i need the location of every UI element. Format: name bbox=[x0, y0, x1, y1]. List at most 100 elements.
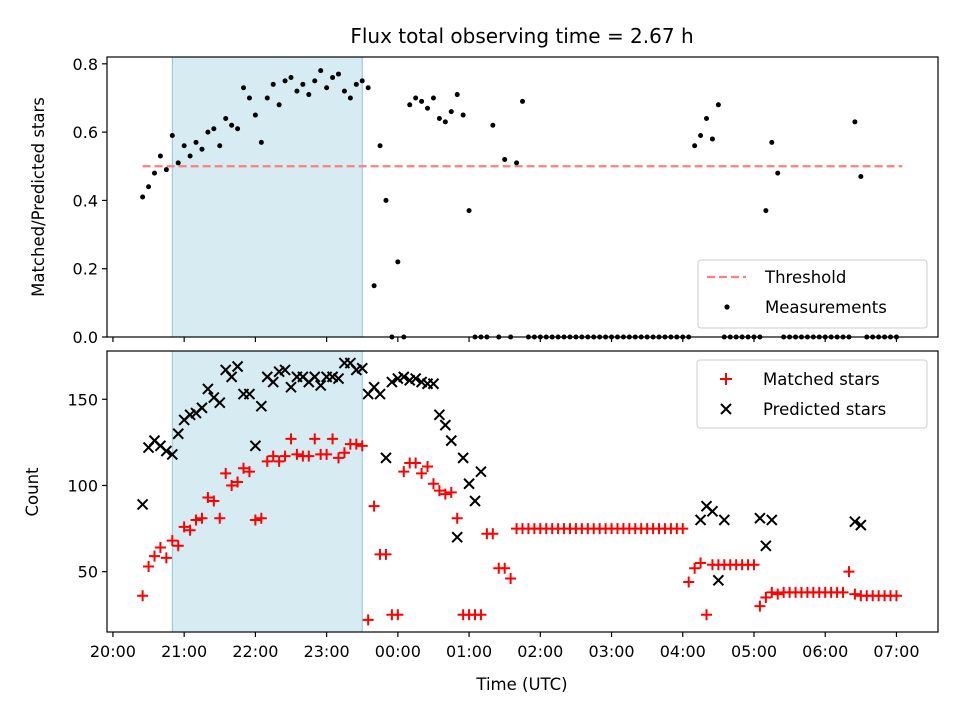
matched-star-point bbox=[178, 521, 190, 533]
matched-star-point bbox=[445, 486, 457, 498]
predicted-star-point bbox=[332, 372, 345, 385]
matched-star-point bbox=[137, 590, 149, 602]
matched-star-point bbox=[143, 560, 155, 572]
matched-star-point bbox=[184, 524, 196, 536]
matched-star-point bbox=[754, 600, 766, 612]
x-tick-label: 02:00 bbox=[517, 642, 563, 661]
x-tick-label: 04:00 bbox=[660, 642, 706, 661]
matched-star-point bbox=[148, 550, 160, 562]
legend-measurements-label: Measurements bbox=[765, 298, 887, 317]
predicted-star-point bbox=[374, 388, 386, 400]
top-y-axis: 0.0 0.2 0.4 0.6 0.8 bbox=[73, 55, 107, 347]
measurement-point bbox=[769, 139, 775, 145]
matched-star-point bbox=[766, 586, 778, 598]
matched-star-point bbox=[291, 448, 303, 460]
measurement-point bbox=[383, 197, 389, 203]
matched-star-point bbox=[190, 514, 202, 526]
measurement-point bbox=[205, 129, 211, 135]
top-x-tick-marks bbox=[112, 337, 898, 342]
measurement-point bbox=[151, 170, 157, 176]
measurement-point bbox=[264, 95, 270, 101]
legend-matched-swatch bbox=[720, 373, 732, 385]
matched-star-point bbox=[255, 512, 267, 524]
measurement-point bbox=[698, 133, 704, 139]
measurement-point bbox=[436, 115, 442, 121]
matched-star-point bbox=[202, 492, 214, 504]
predicted-star-point bbox=[136, 498, 149, 511]
measurement-point bbox=[341, 88, 347, 94]
x-axis-label: Time (UTC) bbox=[475, 675, 567, 694]
predicted-star-point bbox=[279, 364, 291, 376]
matched-star-point bbox=[232, 476, 244, 488]
matched-star-point bbox=[273, 455, 285, 467]
matched-star-point bbox=[309, 433, 321, 445]
matched-star-point bbox=[677, 523, 689, 535]
matched-star-point bbox=[166, 535, 178, 547]
matched-star-point bbox=[285, 433, 297, 445]
measurement-point bbox=[448, 109, 454, 115]
predicted-star-point bbox=[475, 465, 487, 478]
measurement-point bbox=[282, 78, 288, 84]
predicted-star-point bbox=[202, 383, 214, 395]
measurement-point bbox=[300, 81, 306, 87]
measurement-point bbox=[502, 156, 508, 162]
matched-star-point bbox=[772, 588, 784, 600]
matched-star-point bbox=[196, 512, 208, 524]
x-tick-label: 21:00 bbox=[161, 642, 207, 661]
predicted-star-point bbox=[172, 428, 184, 440]
matched-star-point bbox=[392, 609, 404, 621]
x-tick-label: 01:00 bbox=[446, 642, 492, 661]
measurement-point bbox=[318, 68, 324, 74]
predicted-star-point bbox=[718, 514, 731, 526]
measurement-point bbox=[163, 167, 169, 173]
matched-star-point bbox=[279, 450, 291, 462]
predicted-star-point bbox=[427, 378, 440, 390]
y-tick-label: 0.0 bbox=[73, 328, 98, 347]
matched-star-point bbox=[689, 562, 701, 574]
measurement-point bbox=[852, 119, 858, 125]
measurement-point bbox=[252, 112, 258, 118]
matched-star-point bbox=[427, 478, 439, 490]
measurement-point bbox=[294, 88, 300, 94]
matched-star-point bbox=[701, 609, 713, 621]
measurement-point bbox=[187, 153, 193, 159]
matched-star-point bbox=[380, 548, 392, 560]
predicted-star-point bbox=[463, 478, 475, 490]
predicted-star-point bbox=[457, 452, 469, 464]
predicted-star-point bbox=[309, 371, 321, 383]
matched-star-point bbox=[695, 557, 707, 569]
y-tick-label: 0.4 bbox=[73, 191, 98, 210]
x-tick-label: 23:00 bbox=[304, 642, 350, 661]
measurement-point bbox=[460, 112, 466, 118]
measurement-point bbox=[763, 208, 769, 214]
matched-star-point bbox=[439, 488, 451, 500]
predicted-star-point bbox=[231, 360, 244, 373]
measurement-point bbox=[425, 105, 431, 111]
top-legend: Threshold Measurements bbox=[697, 259, 928, 329]
legend-measurements-swatch bbox=[724, 304, 730, 310]
matched-star-point bbox=[338, 447, 350, 459]
matched-star-point bbox=[760, 592, 772, 604]
measurement-point bbox=[324, 85, 330, 91]
matched-star-point bbox=[890, 590, 902, 602]
measurement-point bbox=[175, 160, 181, 166]
bottom-panel: 50 100 150 20:00 21:00 22:00 23:00 00:00 01:00 0… bbox=[23, 350, 939, 694]
matched-star-point bbox=[837, 586, 849, 598]
measurement-point bbox=[229, 122, 235, 128]
matched-star-point bbox=[208, 495, 220, 507]
legend-matched-label: Matched stars bbox=[763, 370, 880, 389]
measurement-point bbox=[246, 95, 252, 101]
predicted-star-point bbox=[314, 379, 327, 392]
x-tick-label: 07:00 bbox=[873, 642, 919, 661]
predicted-star-point bbox=[255, 400, 268, 412]
predicted-star-point bbox=[160, 445, 173, 457]
y-tick-label: 0.8 bbox=[73, 55, 98, 74]
measurement-point bbox=[709, 136, 715, 142]
matched-star-point bbox=[356, 440, 368, 452]
matched-star-point bbox=[683, 576, 695, 588]
y-tick-label: 50 bbox=[78, 563, 98, 582]
measurement-point bbox=[692, 143, 698, 149]
matched-star-point bbox=[261, 455, 273, 467]
measurement-point bbox=[407, 102, 413, 108]
predicted-star-point bbox=[694, 514, 707, 526]
